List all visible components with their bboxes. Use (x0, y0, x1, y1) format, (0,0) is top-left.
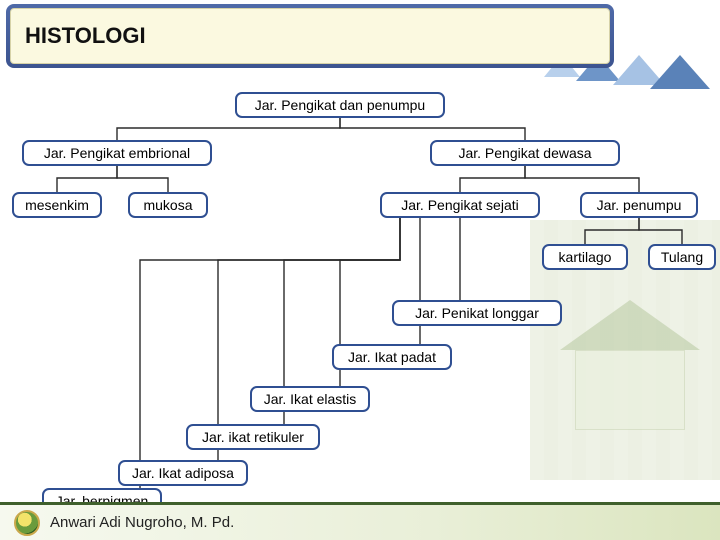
footer: Anwari Adi Nugroho, M. Pd. (0, 502, 720, 540)
node-sejati: Jar. Pengikat sejati (380, 192, 540, 218)
node-penumpu: Jar. penumpu (580, 192, 698, 218)
node-adiposa: Jar. Ikat adiposa (118, 460, 248, 486)
node-mukosa: mukosa (128, 192, 208, 218)
header: HISTOLOGI (10, 8, 610, 64)
node-kartilago: kartilago (542, 244, 628, 270)
bg-house (560, 300, 700, 440)
node-elastis: Jar. Ikat elastis (250, 386, 370, 412)
node-longgar: Jar. Penikat longgar (392, 300, 562, 326)
node-embrional: Jar. Pengikat embrional (22, 140, 212, 166)
node-dewasa: Jar. Pengikat dewasa (430, 140, 620, 166)
page-title: HISTOLOGI (25, 23, 146, 49)
logo-icon (14, 510, 40, 536)
author: Anwari Adi Nugroho, M. Pd. (50, 514, 234, 531)
node-mesenkim: mesenkim (12, 192, 102, 218)
node-root: Jar. Pengikat dan penumpu (235, 92, 445, 118)
node-tulang: Tulang (648, 244, 716, 270)
node-padat: Jar. Ikat padat (332, 344, 452, 370)
node-retikuler: Jar. ikat retikuler (186, 424, 320, 450)
